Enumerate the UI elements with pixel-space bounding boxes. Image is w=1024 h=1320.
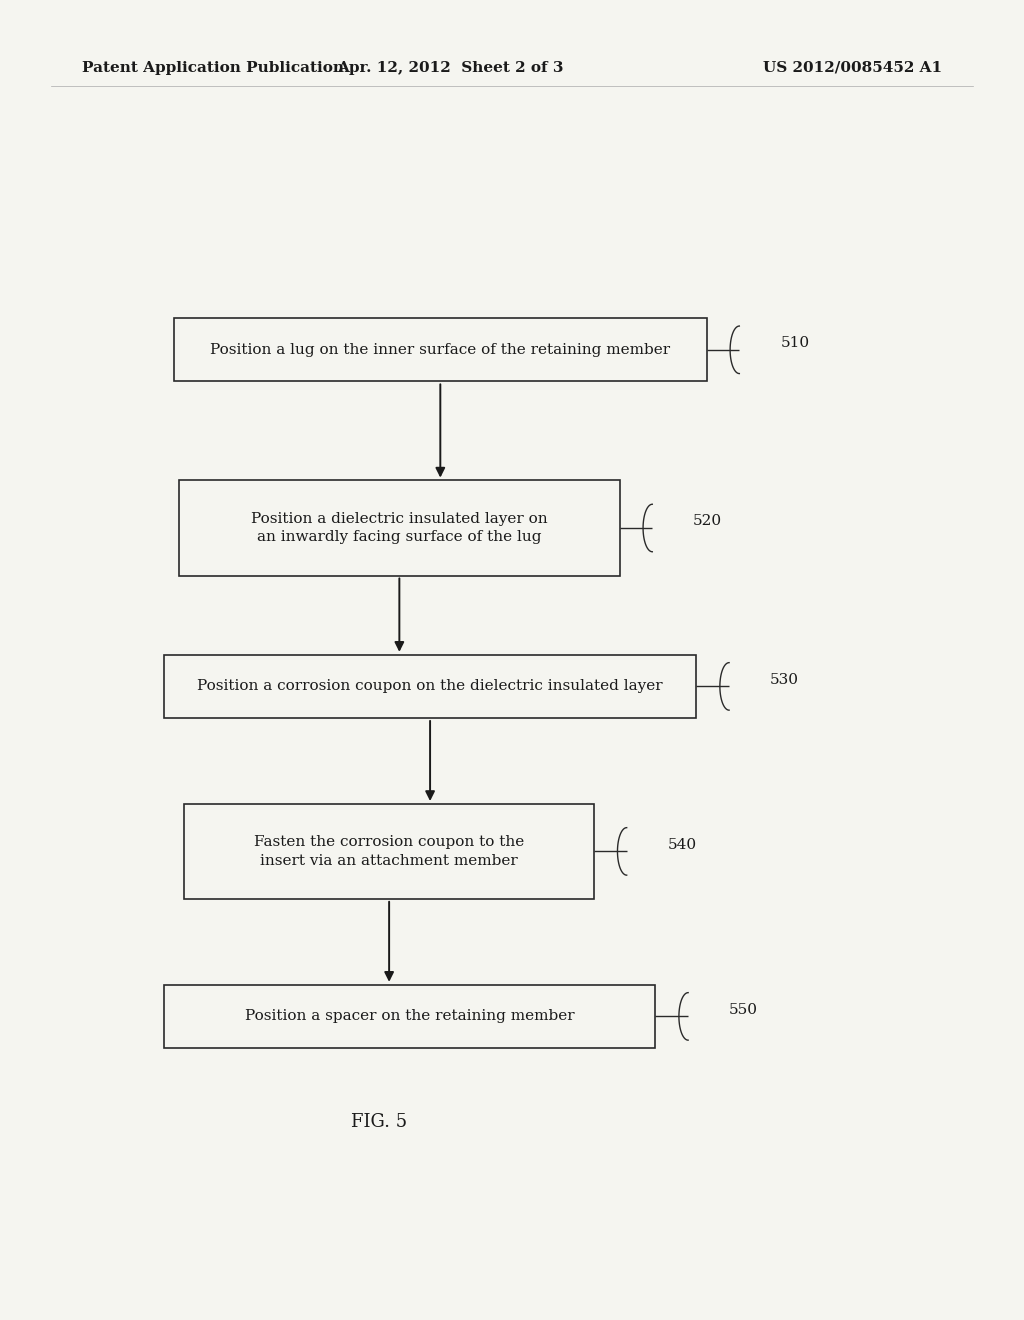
Text: Patent Application Publication: Patent Application Publication xyxy=(82,61,344,75)
Text: 540: 540 xyxy=(668,838,696,851)
Text: US 2012/0085452 A1: US 2012/0085452 A1 xyxy=(763,61,942,75)
Text: 510: 510 xyxy=(780,337,809,350)
Bar xyxy=(184,804,594,899)
Text: Position a lug on the inner surface of the retaining member: Position a lug on the inner surface of t… xyxy=(210,343,671,356)
Bar xyxy=(179,480,620,576)
Bar xyxy=(164,985,655,1048)
Text: 530: 530 xyxy=(770,673,799,686)
Bar xyxy=(164,655,696,718)
Text: Position a spacer on the retaining member: Position a spacer on the retaining membe… xyxy=(245,1010,574,1023)
Text: 550: 550 xyxy=(729,1003,758,1016)
Text: Position a corrosion coupon on the dielectric insulated layer: Position a corrosion coupon on the diele… xyxy=(198,680,663,693)
Text: Fasten the corrosion coupon to the
insert via an attachment member: Fasten the corrosion coupon to the inser… xyxy=(254,836,524,867)
Text: Apr. 12, 2012  Sheet 2 of 3: Apr. 12, 2012 Sheet 2 of 3 xyxy=(337,61,564,75)
Text: 520: 520 xyxy=(693,515,722,528)
Text: FIG. 5: FIG. 5 xyxy=(351,1113,407,1131)
Text: Position a dielectric insulated layer on
an inwardly facing surface of the lug: Position a dielectric insulated layer on… xyxy=(251,512,548,544)
Bar xyxy=(174,318,707,381)
